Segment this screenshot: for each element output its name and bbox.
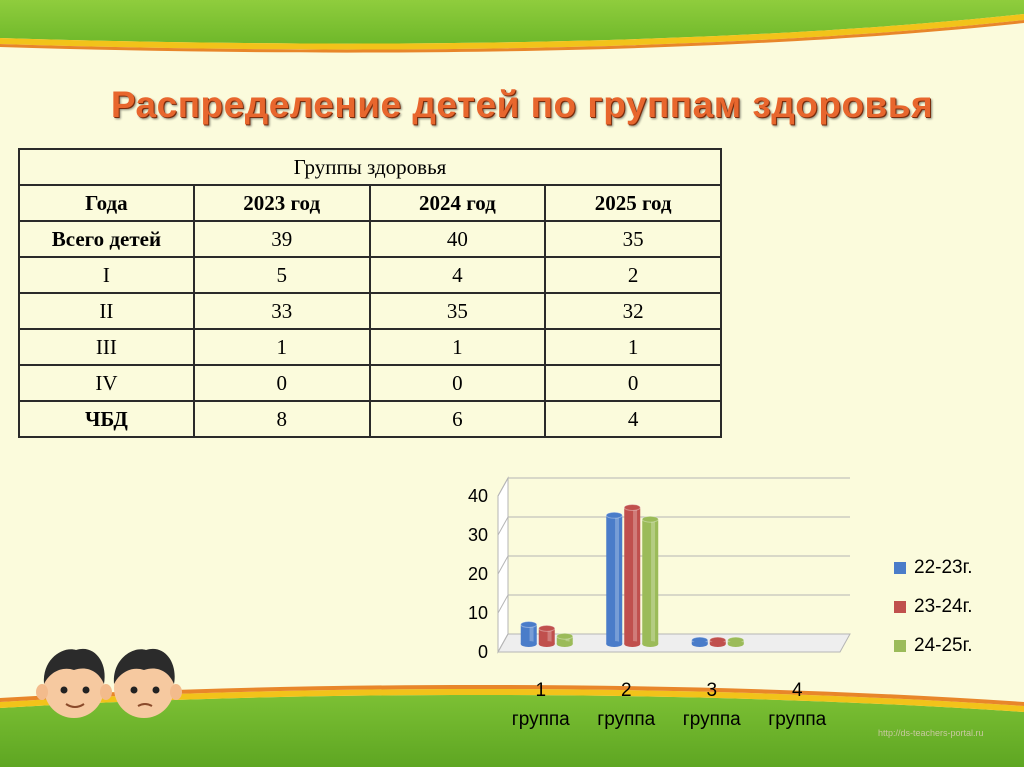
table-row: III 1 1 1 [18,328,722,366]
table-cell: 0 [544,364,722,402]
y-tick-label: 30 [468,525,488,545]
x-tick-label: 2 группа [581,676,671,734]
y-tick-label: 0 [478,642,488,662]
y-tick-label: 40 [468,486,488,506]
legend-item: 24-25г. [894,626,972,665]
x-tick-label: 4 группа [752,676,842,734]
category-number: 2 [620,680,632,701]
category-word: группа [682,709,741,730]
legend-label: 24-25г. [914,634,973,656]
table-cell: 33 [192,292,371,330]
category-number: 4 [791,680,803,701]
table-row: Всего детей 39 40 35 [18,220,722,258]
gridline [497,477,850,497]
table-cell: 0 [368,364,547,402]
gridline [497,555,850,575]
legend-item: 22-23г. [894,548,972,587]
table-cell: 2 [544,256,722,294]
children-faces-icon [36,648,182,718]
bar-chart: 0 10 20 30 40 [468,476,851,662]
table-cell: 35 [544,220,722,258]
legend-swatch [894,639,906,652]
health-groups-table: Группы здоровья Года 2023 год 2024 год 2… [18,148,722,438]
y-tick-label: 20 [468,564,488,584]
table-cell: 0 [192,364,371,402]
table-cell: 40 [368,220,547,258]
table-cell: 4 [368,256,547,294]
column-header: 2024 год [368,184,547,222]
row-label: IV [18,364,195,402]
row-label: I [18,256,195,294]
legend-swatch [894,600,906,613]
bar [691,636,709,647]
table-row: ЧБД 8 6 4 [18,400,722,438]
gridline [497,516,850,536]
bar [520,621,538,647]
category-number: 1 [535,680,547,701]
y-tick-label: 10 [468,603,488,623]
table-cell: 39 [192,220,371,258]
bar [538,624,556,647]
table-cell: 1 [368,328,547,366]
bar [623,504,641,647]
table-cell: 32 [544,292,722,330]
chart-legend: 22-23г. 23-24г. 24-25г. [894,548,972,665]
bar [556,632,574,647]
category-word: группа [597,709,656,730]
table-cell: 4 [544,400,722,438]
gridline [497,594,850,614]
table-row: I 5 4 2 [18,256,722,294]
table-header: Группы здоровья [18,148,722,186]
row-label: Всего детей [18,220,195,258]
legend-label: 22-23г. [914,556,973,578]
category-word: группа [511,709,570,730]
category-word: группа [768,709,827,730]
bar [641,515,659,647]
x-tick-label: 3 группа [667,676,757,734]
row-label: III [18,328,195,366]
bar [727,636,745,647]
table-row: II 33 35 32 [18,292,722,330]
column-header: Года [18,184,195,222]
slide-title: Распределение детей по группам здоровья [110,84,934,125]
table-cell: 5 [192,256,371,294]
table-cell: 1 [192,328,371,366]
bar [709,636,727,647]
table-columns-row: Года 2023 год 2024 год 2025 год [18,184,722,222]
column-header: 2025 год [544,184,722,222]
table-cell: 1 [544,328,722,366]
gridline [497,633,850,653]
table-cell: 6 [368,400,547,438]
category-number: 3 [706,680,718,701]
column-header: 2023 год [192,184,371,222]
x-tick-label: 1 группа [496,676,586,734]
row-label: ЧБД [18,400,195,438]
legend-swatch [894,561,906,574]
table-cell: 8 [192,400,371,438]
row-label: II [18,292,195,330]
table-cell: 35 [368,292,547,330]
table-row: IV 0 0 0 [18,364,722,402]
table-header-row: Группы здоровья [18,148,722,186]
watermark: http://ds-teachers-portal.ru [878,728,984,738]
legend-label: 23-24г. [914,595,973,617]
bar [605,511,623,647]
legend-item: 23-24г. [894,587,972,626]
